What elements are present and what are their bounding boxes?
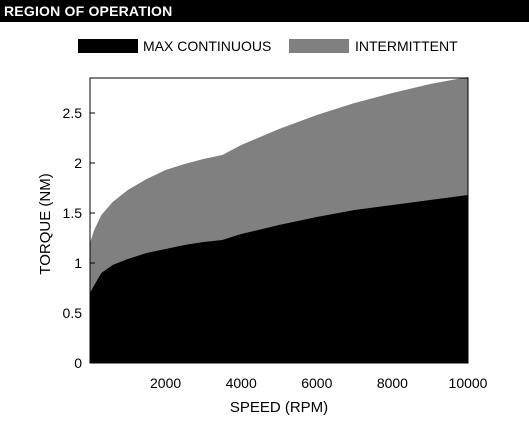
x-tick-label: 6000 (301, 375, 332, 391)
legend-label-intermittent: INTERMITTENT (355, 38, 458, 54)
y-tick-label: 1 (74, 255, 82, 271)
y-tick-label: 0 (74, 355, 82, 371)
y-axis-label: TORQUE (NM) (37, 173, 54, 274)
y-tick-label: 1.5 (63, 205, 83, 221)
legend-swatch-max-continuous (78, 39, 138, 53)
y-tick-label: 0.5 (63, 305, 83, 321)
legend-label-max-continuous: MAX CONTINUOUS (143, 38, 271, 54)
plot-area (90, 77, 468, 363)
axes: 0 0.5 1 1.5 2 2.5 2000 4000 6000 8000 10000 (63, 77, 488, 391)
y-tick-label: 2 (74, 155, 82, 171)
legend: MAX CONTINUOUS INTERMITTENT (78, 38, 458, 54)
legend-swatch-intermittent (289, 39, 349, 53)
x-tick-label: 2000 (150, 375, 181, 391)
x-tick-label: 10000 (449, 375, 488, 391)
page-title: REGION OF OPERATION (0, 0, 529, 22)
x-tick-label: 8000 (377, 375, 408, 391)
x-axis-label: SPEED (RPM) (230, 399, 328, 416)
plot-frame (89, 77, 469, 364)
y-tick-label: 2.5 (63, 105, 83, 121)
x-tick-label: 4000 (226, 375, 257, 391)
area-max-continuous (90, 195, 468, 363)
